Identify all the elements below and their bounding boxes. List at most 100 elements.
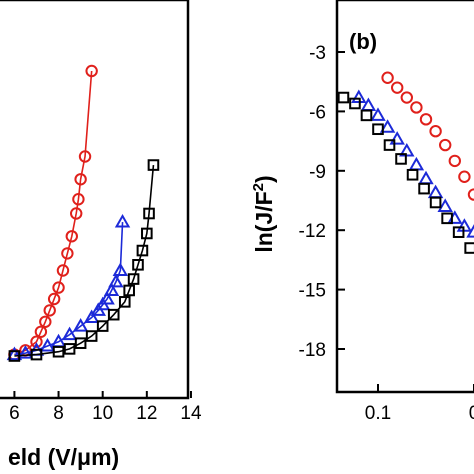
panel-b-point-circle	[381, 71, 394, 84]
panel-a-point-circle	[56, 264, 70, 277]
panel-b-y-axis-label-close: )	[251, 175, 277, 183]
panel-a-point-circle	[47, 292, 61, 306]
panel-a-series-line-circle	[14, 70, 93, 356]
panel-a-point-circle	[65, 230, 78, 243]
panel-a: 6 8 10 12 14 eld (V/μm)	[0, 0, 202, 470]
panel-b-y-tick-label: -15	[299, 281, 326, 302]
panel-a-point-triangle	[61, 326, 78, 341]
panel-b-point-square	[452, 226, 465, 238]
panel-a-point-square	[147, 159, 160, 171]
panel-b-point-circle	[410, 101, 423, 114]
panel-a-x-axis-label: eld (V/μm)	[8, 444, 119, 470]
panel-a-series-triangle	[6, 214, 131, 361]
panel-a-x-tick-label: 8	[53, 403, 64, 424]
panel-a-frame	[0, 0, 190, 400]
panel-b-point-square	[395, 153, 407, 165]
panel-b-point-square	[383, 139, 396, 151]
panel-b-point-square	[464, 242, 474, 254]
panel-b-point-square	[418, 182, 430, 195]
panel-b-y-axis-label: ln(J/F2)	[250, 175, 277, 252]
panel-b-x-tick-label: 0.1	[365, 403, 391, 424]
panel-a-point-circle	[61, 247, 74, 260]
panel-a-point-triangle	[114, 214, 131, 228]
panel-b-point-triangle	[379, 119, 396, 133]
panel-a-point-triangle	[99, 290, 115, 305]
panel-b-point-circle	[448, 154, 461, 168]
panel-b-point-square	[349, 97, 361, 110]
panel-a-series-line-triangle	[14, 222, 124, 356]
panel-a-point-square	[63, 343, 76, 355]
panel-a-point-triangle	[39, 338, 56, 352]
panel-a-point-square	[107, 308, 120, 321]
panel-a-point-triangle	[17, 345, 34, 359]
panel-b-y-tick-label: -18	[299, 340, 326, 361]
panel-b-point-triangle	[437, 198, 453, 212]
panel-a-point-circle	[34, 325, 48, 338]
panel-a-x-ticks: 6 8 10 12 14	[9, 391, 202, 424]
panel-a-point-square	[136, 244, 149, 257]
panel-b-point-triangle	[466, 224, 474, 238]
panel-b-x-tick-label: 0	[469, 403, 474, 424]
panel-b-point-circle	[439, 138, 452, 152]
panel-a-point-square	[141, 227, 153, 240]
panel-a-point-square	[30, 348, 43, 361]
panel-a-point-triangle	[103, 282, 120, 296]
panel-a-point-circle	[52, 281, 65, 294]
panel-a-point-square	[127, 273, 140, 285]
panel-a-point-square	[52, 345, 65, 358]
panel-b-ticks: -3 -6 -9 -12 -15 -18 0.1 0	[299, 43, 474, 424]
panel-a-point-circle	[70, 207, 83, 220]
panel-b-point-triangle	[427, 184, 444, 199]
panel-b-point-circle	[400, 91, 413, 104]
panel-b-label: (b)	[349, 29, 377, 54]
panel-b: -3 -6 -9 -12 -15 -18 0.1 0 (b) ln(J/F2)	[250, 0, 474, 424]
panel-a-point-circle	[72, 193, 85, 206]
panel-a-point-square	[123, 284, 135, 297]
panel-b-point-triangle	[389, 131, 405, 145]
panel-a-plot-area	[6, 64, 160, 362]
panel-a-point-triangle	[72, 318, 89, 332]
panel-b-point-circle	[419, 113, 433, 126]
panel-a-x-tick-label: 6	[9, 403, 20, 424]
panel-a-point-triangle	[112, 262, 129, 276]
panel-b-point-square	[441, 212, 453, 225]
panel-b-point-square	[337, 91, 350, 104]
panel-a-point-triangle	[6, 346, 23, 361]
panel-b-frame	[335, 0, 474, 394]
panel-a-x-tick-label: 10	[92, 403, 113, 424]
panel-a-point-circle	[43, 304, 56, 317]
panel-a-x-tick-label: 12	[136, 403, 157, 424]
panel-b-point-circle	[467, 188, 474, 201]
panel-a-point-triangle	[83, 309, 100, 324]
panel-b-point-square	[360, 109, 373, 122]
panel-b-y-axis-label-superscript: 2	[250, 183, 267, 191]
panel-b-point-square	[372, 123, 384, 136]
panel-a-series-circle	[8, 64, 98, 361]
panel-b-point-circle	[429, 125, 442, 138]
panel-b-y-tick-label: -12	[299, 221, 326, 242]
panel-a-point-square	[132, 259, 144, 271]
panel-b-y-tick-label: -6	[309, 102, 326, 123]
panel-a-point-square	[74, 337, 87, 349]
panel-b-point-square	[429, 196, 442, 209]
panel-a-point-circle	[39, 315, 52, 328]
panel-b-series-circle	[381, 71, 474, 201]
panel-a-point-square	[96, 320, 109, 332]
panel-b-series-square	[337, 91, 474, 254]
panel-a-series-square	[8, 159, 160, 362]
panel-a-point-circle	[78, 150, 92, 163]
panel-a-point-circle	[74, 173, 87, 186]
panel-b-plot-area	[337, 71, 474, 254]
panel-b-point-triangle	[370, 107, 386, 121]
panel-a-point-circle	[85, 64, 98, 78]
panel-b-y-axis-label-main: ln(J/F	[251, 191, 277, 252]
panel-b-point-triangle	[408, 156, 425, 171]
panel-b-point-circle	[391, 81, 404, 94]
panel-a-point-square	[8, 350, 21, 362]
panel-a-point-square	[85, 330, 98, 342]
panel-b-point-triangle	[418, 170, 434, 185]
panel-a-x-tick-label: 14	[180, 403, 202, 424]
panel-b-y-tick-label: -3	[309, 43, 326, 64]
panel-b-point-circle	[458, 170, 471, 183]
